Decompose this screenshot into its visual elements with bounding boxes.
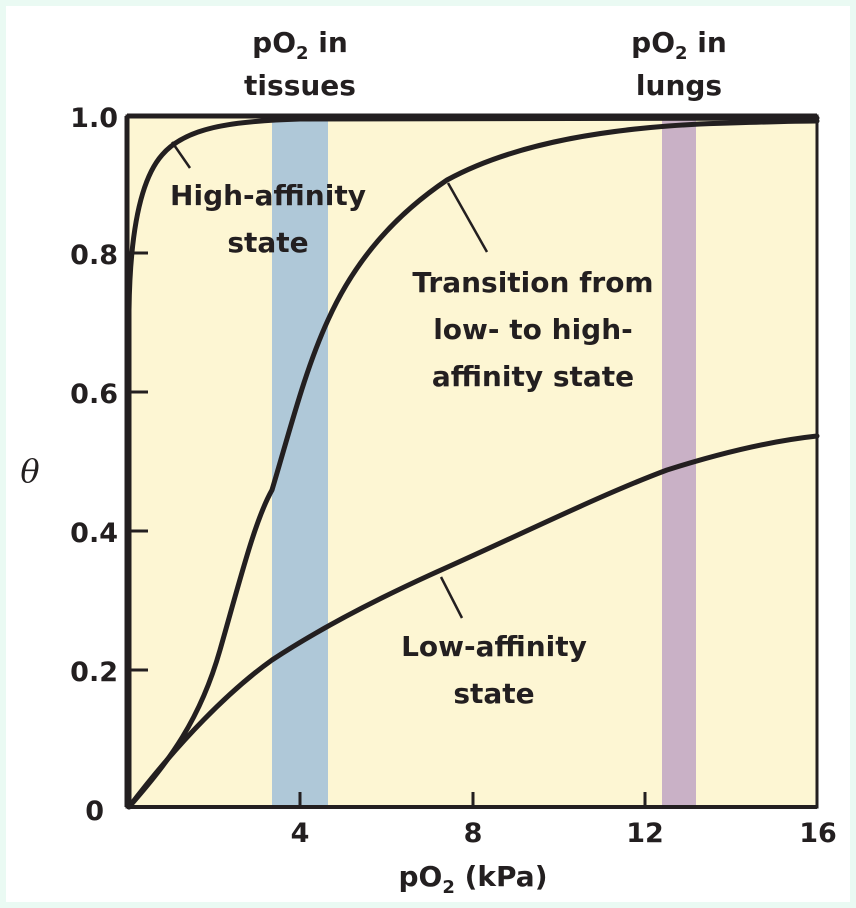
x-tick-16: 16 bbox=[799, 818, 837, 849]
x-tick-12: 12 bbox=[626, 818, 664, 849]
high-affinity-curve bbox=[126, 115, 820, 810]
low-affinity-leader bbox=[439, 576, 464, 619]
y-tick-labels: 1.0 0.8 0.6 0.4 0.2 0 bbox=[70, 103, 118, 827]
transition-leader bbox=[446, 182, 489, 253]
y-tick-0.8: 0.8 bbox=[70, 240, 118, 271]
x-tick-labels: 4 8 12 16 bbox=[291, 818, 837, 849]
y-tick-0.6: 0.6 bbox=[70, 379, 118, 410]
x-tick-4: 4 bbox=[291, 818, 310, 849]
high-affinity-leader bbox=[170, 141, 192, 169]
y-axis-label: θ bbox=[20, 452, 39, 490]
y-tick-0.2: 0.2 bbox=[70, 657, 118, 688]
transition-label-line3: affinity state bbox=[432, 360, 634, 393]
high-affinity-label-line2: state bbox=[227, 226, 308, 259]
transition-curve bbox=[126, 118, 820, 810]
low-affinity-label-line1: Low-affinity bbox=[401, 630, 587, 663]
transition-label-line2: low- to high- bbox=[433, 313, 633, 346]
lungs-label-line2: lungs bbox=[636, 69, 722, 102]
x-tick-8: 8 bbox=[464, 818, 483, 849]
y-tick-0: 0 bbox=[85, 796, 104, 827]
high-affinity-label-line1: High-affinity bbox=[170, 179, 366, 212]
tissues-label-line2: tissues bbox=[244, 69, 356, 102]
x-axis-label: pO2 (kPa) bbox=[398, 860, 547, 898]
y-tick-1.0: 1.0 bbox=[70, 103, 118, 134]
y-tick-0.4: 0.4 bbox=[70, 518, 118, 549]
lungs-label-line1: pO2 in bbox=[631, 26, 727, 64]
low-affinity-label-line2: state bbox=[453, 677, 534, 710]
transition-label-line1: Transition from bbox=[412, 266, 653, 299]
tissues-label-line1: pO2 in bbox=[252, 26, 348, 64]
low-affinity-curve bbox=[126, 433, 820, 810]
x-tick-marks bbox=[298, 792, 647, 807]
